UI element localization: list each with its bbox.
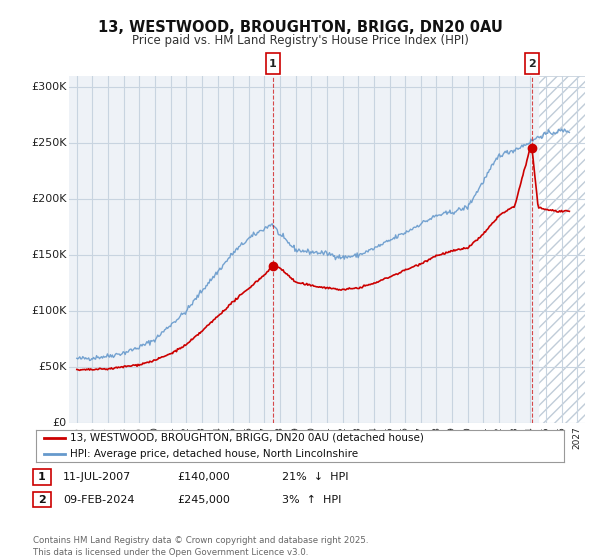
Text: Contains HM Land Registry data © Crown copyright and database right 2025.
This d: Contains HM Land Registry data © Crown c… xyxy=(33,536,368,557)
Text: 09-FEB-2024: 09-FEB-2024 xyxy=(63,494,134,505)
Text: 2000: 2000 xyxy=(151,426,160,449)
Text: 2026: 2026 xyxy=(557,426,566,449)
Text: HPI: Average price, detached house, North Lincolnshire: HPI: Average price, detached house, Nort… xyxy=(70,449,358,459)
Bar xyxy=(538,76,585,423)
Text: 11-JUL-2007: 11-JUL-2007 xyxy=(63,472,131,482)
Text: 2014: 2014 xyxy=(370,426,379,449)
Text: 2016: 2016 xyxy=(401,426,410,449)
Text: 2004: 2004 xyxy=(213,426,222,449)
Text: 2010: 2010 xyxy=(307,426,316,449)
Text: 2020: 2020 xyxy=(463,426,472,449)
Text: 2002: 2002 xyxy=(182,426,191,449)
Text: 2018: 2018 xyxy=(432,426,441,449)
Text: 2005: 2005 xyxy=(229,426,238,449)
Text: 1: 1 xyxy=(38,472,46,482)
Text: £0: £0 xyxy=(52,418,67,428)
Text: 1: 1 xyxy=(269,59,277,69)
Text: 2006: 2006 xyxy=(244,426,253,449)
Text: 2009: 2009 xyxy=(291,426,300,449)
Text: 2023: 2023 xyxy=(510,426,519,449)
Text: 1999: 1999 xyxy=(135,426,144,449)
Text: 2001: 2001 xyxy=(166,426,175,449)
Text: 2013: 2013 xyxy=(354,426,363,449)
Text: £200K: £200K xyxy=(31,194,67,204)
Text: 2021: 2021 xyxy=(479,426,488,449)
Bar xyxy=(538,76,585,423)
Text: £300K: £300K xyxy=(31,82,67,92)
Text: 2008: 2008 xyxy=(275,426,284,449)
Text: 2022: 2022 xyxy=(494,426,503,449)
Text: Price paid vs. HM Land Registry's House Price Index (HPI): Price paid vs. HM Land Registry's House … xyxy=(131,34,469,46)
Text: 2007: 2007 xyxy=(260,426,269,449)
Text: 2: 2 xyxy=(38,494,46,505)
Text: 13, WESTWOOD, BROUGHTON, BRIGG, DN20 0AU: 13, WESTWOOD, BROUGHTON, BRIGG, DN20 0AU xyxy=(98,20,502,35)
Text: 2019: 2019 xyxy=(448,426,457,449)
Text: 2011: 2011 xyxy=(323,426,331,449)
Bar xyxy=(69,76,538,423)
Text: 21%  ↓  HPI: 21% ↓ HPI xyxy=(282,472,349,482)
Text: 3%  ↑  HPI: 3% ↑ HPI xyxy=(282,494,341,505)
Text: £245,000: £245,000 xyxy=(177,494,230,505)
Text: 1998: 1998 xyxy=(119,426,128,449)
Text: £150K: £150K xyxy=(31,250,67,260)
Text: £50K: £50K xyxy=(38,362,67,372)
Text: 2025: 2025 xyxy=(541,426,550,449)
Text: 2024: 2024 xyxy=(526,426,535,449)
Text: 1997: 1997 xyxy=(104,426,113,449)
Text: 2015: 2015 xyxy=(385,426,394,449)
Text: 2: 2 xyxy=(528,59,536,69)
Text: £140,000: £140,000 xyxy=(177,472,230,482)
Text: 2027: 2027 xyxy=(572,426,581,449)
Text: 2017: 2017 xyxy=(416,426,425,449)
Text: 1996: 1996 xyxy=(88,426,97,449)
Text: 13, WESTWOOD, BROUGHTON, BRIGG, DN20 0AU (detached house): 13, WESTWOOD, BROUGHTON, BRIGG, DN20 0AU… xyxy=(70,433,424,442)
Text: 2003: 2003 xyxy=(197,426,206,449)
Text: £250K: £250K xyxy=(31,138,67,148)
Text: 2012: 2012 xyxy=(338,426,347,449)
Text: £100K: £100K xyxy=(31,306,67,316)
Text: 1995: 1995 xyxy=(73,426,82,449)
